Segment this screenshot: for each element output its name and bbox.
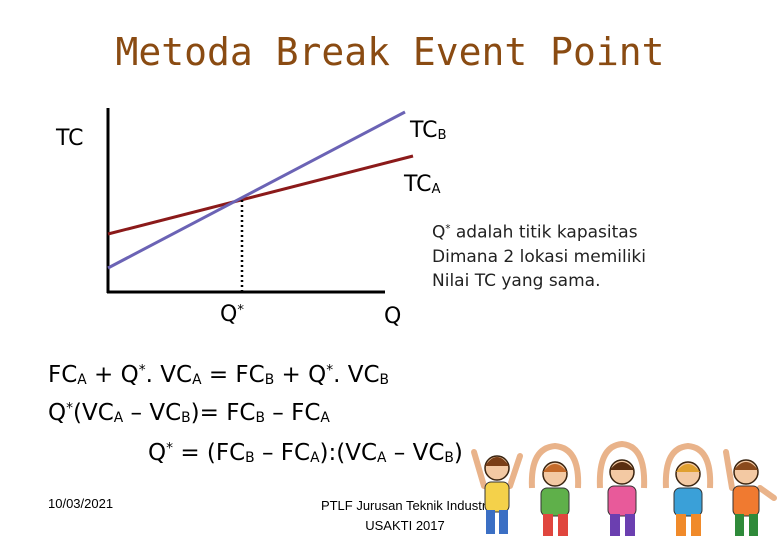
footer-line: USAKTI 2017 (365, 518, 445, 533)
y-axis-label: TC (56, 126, 84, 151)
note-line: Nilai TC yang sama. (432, 270, 601, 291)
equation-2: Q*(VCA – VCB)= FCB – FCA (48, 400, 330, 427)
tc-b-line (107, 110, 406, 270)
kids-clipart-illustration (471, 440, 777, 536)
footer-line: PTLF Jurusan Teknik Industri (320, 498, 490, 513)
tc-a-label: TCA (404, 172, 441, 197)
slide-title: Metoda Break Event Point (115, 30, 665, 74)
note-line: Q* adalah titik kapasitas (432, 222, 638, 243)
equation-3: Q* = (FCB – FCA):(VCA – VCB) (148, 440, 463, 467)
q-star-label: Q* (220, 302, 244, 327)
explanation-note: Q* adalah titik kapasitas Dimana 2 lokas… (432, 218, 646, 293)
slide-date: 10/03/2021 (48, 496, 114, 511)
tc-b-label: TCB (410, 118, 447, 143)
tc-a-line (107, 154, 414, 236)
kid-figure (723, 449, 777, 536)
note-line: Dimana 2 lokasi memiliki (432, 246, 646, 267)
kid-figure (528, 442, 582, 536)
x-axis-label: Q (384, 304, 402, 329)
kid-figure (471, 449, 523, 534)
equation-1: FCA + Q*. VCA = FCB + Q*. VCB (48, 362, 389, 389)
slide-footer: PTLF Jurusan Teknik Industri USAKTI 2017 (290, 496, 520, 536)
kid-figure (596, 440, 648, 536)
kid-figure (662, 442, 714, 536)
